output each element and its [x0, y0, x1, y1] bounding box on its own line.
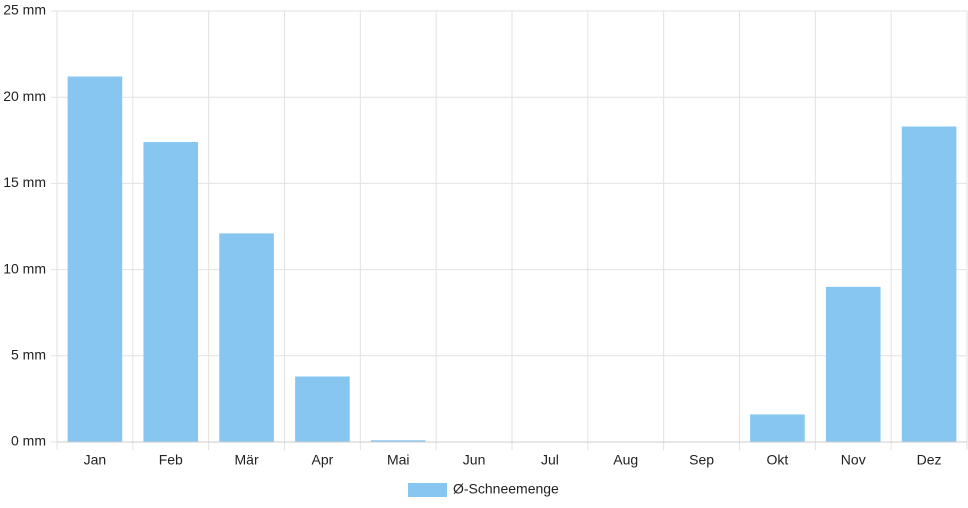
bar [295, 376, 350, 442]
bar [67, 76, 123, 443]
bar [370, 440, 426, 442]
x-tick-label: Jul [541, 452, 559, 468]
x-tick-label: Mär [235, 452, 259, 468]
x-tick-label: Dez [917, 452, 942, 468]
x-tick-label: Okt [767, 452, 789, 468]
x-tick-label: Jan [84, 452, 107, 468]
y-tick-label: 15 mm [3, 174, 46, 190]
x-tick-label: Jun [463, 452, 486, 468]
y-tick-label: 25 mm [3, 2, 46, 18]
bar [750, 414, 805, 442]
x-tick-label: Aug [613, 452, 638, 468]
y-tick-label: 10 mm [3, 260, 46, 276]
x-tick-label: Mai [387, 452, 410, 468]
bar [219, 233, 274, 442]
x-tick-label: Sep [689, 452, 714, 468]
bar [143, 142, 199, 443]
bar [901, 126, 957, 443]
x-tick-label: Feb [159, 452, 183, 468]
x-tick-label: Nov [841, 452, 866, 468]
bar [825, 286, 881, 442]
legend-label: Ø-Schneemenge [453, 481, 559, 497]
legend-swatch [408, 483, 447, 497]
y-tick-label: 20 mm [3, 88, 46, 104]
x-tick-label: Apr [312, 452, 334, 468]
y-tick-label: 0 mm [11, 433, 46, 449]
y-tick-label: 5 mm [11, 347, 46, 363]
